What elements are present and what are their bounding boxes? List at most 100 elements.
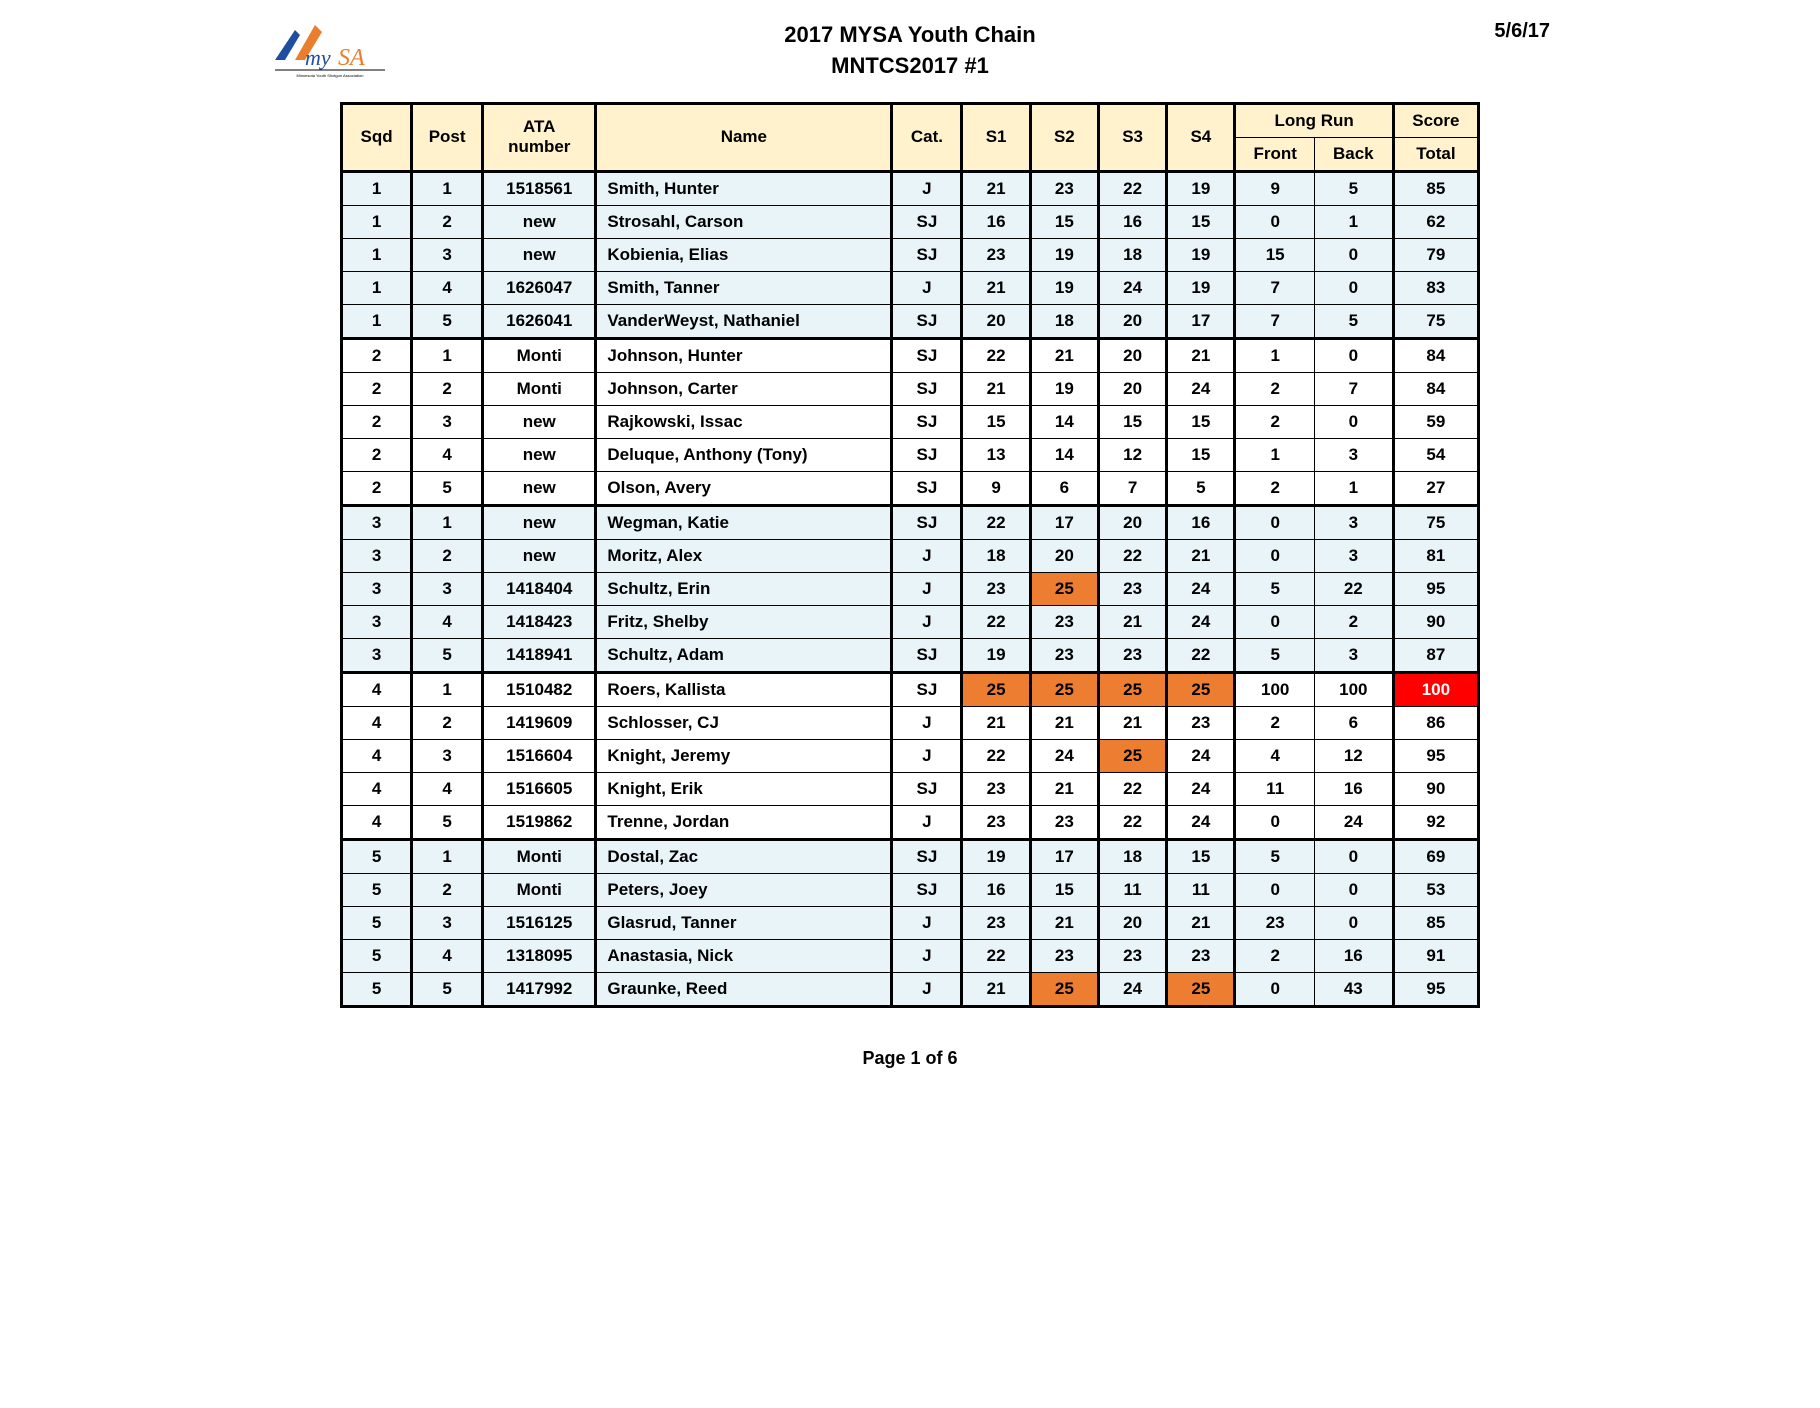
table-row: 411510482Roers, KallistaSJ25252525100100… <box>342 672 1479 706</box>
cell-post: 2 <box>412 372 483 405</box>
cell-s3: 23 <box>1098 939 1166 972</box>
table-row: 531516125Glasrud, TannerJ2321202123085 <box>342 906 1479 939</box>
cell-s1: 22 <box>962 505 1030 539</box>
cell-back: 7 <box>1314 372 1393 405</box>
cell-s4: 15 <box>1167 205 1235 238</box>
cell-sqd: 2 <box>342 372 412 405</box>
cell-sqd: 5 <box>342 906 412 939</box>
cell-total: 100 <box>1393 672 1478 706</box>
cell-name: Dostal, Zac <box>596 839 892 873</box>
cell-front: 2 <box>1235 405 1314 438</box>
cell-s3: 16 <box>1098 205 1166 238</box>
cell-front: 1 <box>1235 338 1314 372</box>
cell-cat: SJ <box>892 405 962 438</box>
cell-s4: 24 <box>1167 372 1235 405</box>
cell-name: Fritz, Shelby <box>596 605 892 638</box>
col-total: Total <box>1393 137 1478 171</box>
cell-ata: 1516604 <box>483 739 596 772</box>
cell-cat: J <box>892 805 962 839</box>
cell-s4: 21 <box>1167 539 1235 572</box>
cell-cat: SJ <box>892 238 962 271</box>
cell-post: 5 <box>412 972 483 1006</box>
cell-name: Johnson, Hunter <box>596 338 892 372</box>
cell-name: Smith, Hunter <box>596 171 892 205</box>
cell-post: 1 <box>412 839 483 873</box>
cell-name: Kobienia, Elias <box>596 238 892 271</box>
cell-ata: new <box>483 238 596 271</box>
cell-total: 95 <box>1393 972 1478 1006</box>
cell-back: 3 <box>1314 438 1393 471</box>
cell-front: 9 <box>1235 171 1314 205</box>
cell-ata: new <box>483 205 596 238</box>
cell-post: 3 <box>412 238 483 271</box>
cell-back: 100 <box>1314 672 1393 706</box>
cell-name: Roers, Kallista <box>596 672 892 706</box>
cell-s2: 25 <box>1030 572 1098 605</box>
cell-s1: 13 <box>962 438 1030 471</box>
cell-cat: J <box>892 605 962 638</box>
cell-back: 16 <box>1314 939 1393 972</box>
cell-front: 5 <box>1235 572 1314 605</box>
cell-s2: 21 <box>1030 338 1098 372</box>
col-s3: S3 <box>1098 103 1166 171</box>
col-cat: Cat. <box>892 103 962 171</box>
cell-cat: SJ <box>892 372 962 405</box>
cell-ata: 1510482 <box>483 672 596 706</box>
cell-total: 75 <box>1393 304 1478 338</box>
cell-back: 2 <box>1314 605 1393 638</box>
cell-s3: 11 <box>1098 873 1166 906</box>
col-post: Post <box>412 103 483 171</box>
cell-s4: 17 <box>1167 304 1235 338</box>
table-row: 341418423Fritz, ShelbyJ222321240290 <box>342 605 1479 638</box>
table-row: 441516605Knight, ErikSJ23212224111690 <box>342 772 1479 805</box>
table-row: 31newWegman, KatieSJ221720160375 <box>342 505 1479 539</box>
cell-s1: 22 <box>962 338 1030 372</box>
cell-s2: 15 <box>1030 873 1098 906</box>
cell-s4: 15 <box>1167 405 1235 438</box>
cell-s2: 25 <box>1030 972 1098 1006</box>
cell-name: Strosahl, Carson <box>596 205 892 238</box>
cell-s4: 25 <box>1167 972 1235 1006</box>
cell-cat: SJ <box>892 438 962 471</box>
cell-ata: new <box>483 438 596 471</box>
cell-back: 6 <box>1314 706 1393 739</box>
cell-s3: 15 <box>1098 405 1166 438</box>
cell-s2: 6 <box>1030 471 1098 505</box>
cell-cat: SJ <box>892 772 962 805</box>
cell-back: 3 <box>1314 505 1393 539</box>
cell-s4: 19 <box>1167 171 1235 205</box>
cell-s4: 23 <box>1167 706 1235 739</box>
cell-post: 5 <box>412 638 483 672</box>
cell-s3: 23 <box>1098 572 1166 605</box>
cell-back: 3 <box>1314 539 1393 572</box>
cell-s1: 23 <box>962 906 1030 939</box>
cell-sqd: 1 <box>342 205 412 238</box>
cell-s2: 19 <box>1030 238 1098 271</box>
cell-ata: 1419609 <box>483 706 596 739</box>
cell-name: Wegman, Katie <box>596 505 892 539</box>
cell-name: Deluque, Anthony (Tony) <box>596 438 892 471</box>
cell-post: 4 <box>412 772 483 805</box>
cell-back: 43 <box>1314 972 1393 1006</box>
cell-ata: new <box>483 505 596 539</box>
cell-ata: 1626047 <box>483 271 596 304</box>
cell-ata: 1418941 <box>483 638 596 672</box>
page: my SA Minnesota Youth Shotgun Associatio… <box>270 20 1550 1069</box>
cell-total: 81 <box>1393 539 1478 572</box>
cell-s1: 20 <box>962 304 1030 338</box>
title-block: 2017 MYSA Youth Chain MNTCS2017 #1 <box>390 20 1430 82</box>
cell-s2: 17 <box>1030 505 1098 539</box>
cell-front: 7 <box>1235 271 1314 304</box>
cell-total: 84 <box>1393 372 1478 405</box>
cell-name: Olson, Avery <box>596 471 892 505</box>
cell-post: 1 <box>412 672 483 706</box>
cell-name: Rajkowski, Issac <box>596 405 892 438</box>
cell-total: 91 <box>1393 939 1478 972</box>
table-row: 541318095Anastasia, NickJ2223232321691 <box>342 939 1479 972</box>
cell-s1: 21 <box>962 972 1030 1006</box>
cell-ata: Monti <box>483 873 596 906</box>
cell-total: 90 <box>1393 605 1478 638</box>
cell-total: 79 <box>1393 238 1478 271</box>
cell-s4: 24 <box>1167 572 1235 605</box>
table-row: 141626047Smith, TannerJ211924197083 <box>342 271 1479 304</box>
